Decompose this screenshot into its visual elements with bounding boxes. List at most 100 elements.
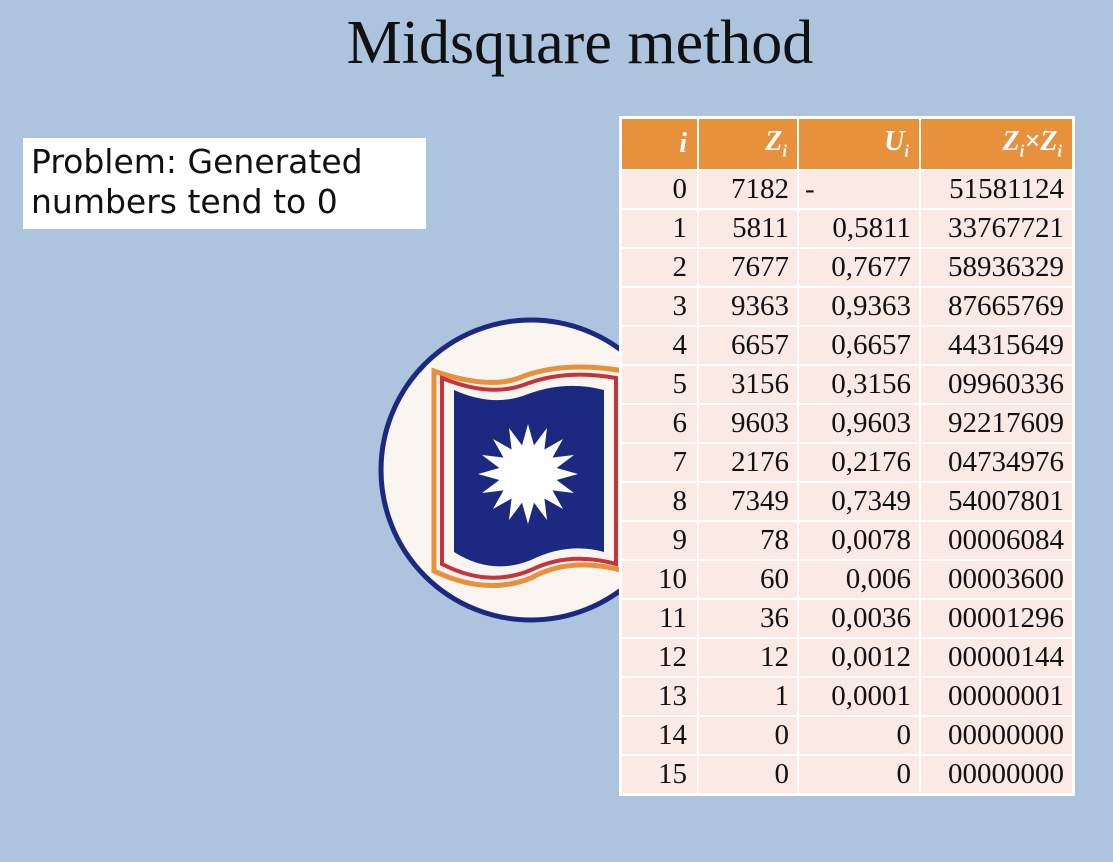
table-row: 13 1 0,0001 00000001 xyxy=(622,676,1072,716)
cell-z-i: 3156 xyxy=(697,364,798,404)
cell-u-i: 0,6657 xyxy=(797,325,920,365)
header-operator: × xyxy=(1024,126,1041,158)
problem-text-box: Problem: Generated numbers tend to 0 xyxy=(23,138,426,229)
cell-z-squared: 33767721 xyxy=(919,208,1072,248)
header-subscript: i xyxy=(782,141,787,161)
header-symbol: Z xyxy=(1040,126,1058,158)
cell-i: 6 xyxy=(622,403,698,443)
table-row: 12 12 0,0012 00000144 xyxy=(622,637,1072,677)
cell-u-i: - xyxy=(797,169,920,209)
midsquare-data-table: i Zi Ui Zi×Zi 0 7182-51581124 1 5811 0,5811 3376… xyxy=(622,119,1072,793)
cell-z-i: 2176 xyxy=(697,442,798,482)
cell-z-squared: 00001296 xyxy=(919,598,1072,638)
cell-z-squared: 00000144 xyxy=(919,637,1072,677)
cell-z-squared: 92217609 xyxy=(919,403,1072,443)
header-z-i: Zi xyxy=(697,119,798,170)
cell-z-i: 6657 xyxy=(697,325,798,365)
cell-z-squared: 09960336 xyxy=(919,364,1072,404)
cell-z-i: 9363 xyxy=(697,286,798,326)
cell-z-squared: 87665769 xyxy=(919,286,1072,326)
cell-z-i: 36 xyxy=(697,598,798,638)
table-row: 11 36 0,0036 00001296 xyxy=(622,598,1072,638)
cell-z-squared: 00000000 xyxy=(919,754,1072,793)
table-row: 14 0 0 00000000 xyxy=(622,715,1072,755)
cell-z-i: 0 xyxy=(697,754,798,793)
cell-z-squared: 54007801 xyxy=(919,481,1072,521)
university-logo-icon xyxy=(378,317,684,623)
table-row: 15 0 0 00000000 xyxy=(622,754,1072,793)
table-row: 7 2176 0,2176 04734976 xyxy=(622,442,1072,482)
cell-i: 14 xyxy=(622,715,698,755)
cell-z-i: 7182 xyxy=(697,169,798,209)
table-row: 3 9363 0,9363 87665769 xyxy=(622,286,1072,326)
header-symbol: i xyxy=(679,128,687,159)
table-row: 8 7349 0,7349 54007801 xyxy=(622,481,1072,521)
header-z-i-times-z-i: Zi×Zi xyxy=(919,119,1072,170)
table-row: 4 6657 0,6657 44315649 xyxy=(622,325,1072,365)
cell-z-squared: 51581124 xyxy=(919,169,1072,209)
cell-z-i: 78 xyxy=(697,520,798,560)
table-row: 6 9603 0,9603 92217609 xyxy=(622,403,1072,443)
cell-z-i: 1 xyxy=(697,676,798,716)
cell-u-i: 0,0078 xyxy=(797,520,920,560)
header-symbol: U xyxy=(884,126,905,158)
cell-z-i: 60 xyxy=(697,559,798,599)
cell-i: 5 xyxy=(622,364,698,404)
cell-u-i: 0,006 xyxy=(797,559,920,599)
cell-z-i: 12 xyxy=(697,637,798,677)
cell-u-i: 0,0001 xyxy=(797,676,920,716)
cell-u-i: 0 xyxy=(797,715,920,755)
header-i: i xyxy=(622,119,698,170)
header-subscript: i xyxy=(904,141,909,161)
cell-u-i: 0,2176 xyxy=(797,442,920,482)
cell-i: 9 xyxy=(622,520,698,560)
cell-z-squared: 04734976 xyxy=(919,442,1072,482)
cell-i: 8 xyxy=(622,481,698,521)
cell-u-i: 0,0012 xyxy=(797,637,920,677)
table-row: 0 7182-51581124 xyxy=(622,169,1072,209)
cell-u-i: 0 xyxy=(797,754,920,793)
cell-u-i: 0,9603 xyxy=(797,403,920,443)
header-symbol: Z xyxy=(1002,126,1020,158)
cell-i: 13 xyxy=(622,676,698,716)
cell-i: 0 xyxy=(622,169,698,209)
header-subscript: i xyxy=(1019,141,1025,161)
cell-u-i: 0,0036 xyxy=(797,598,920,638)
cell-z-i: 7677 xyxy=(697,247,798,287)
cell-i: 10 xyxy=(622,559,698,599)
cell-z-i: 7349 xyxy=(697,481,798,521)
cell-u-i: 0,7677 xyxy=(797,247,920,287)
cell-z-i: 9603 xyxy=(697,403,798,443)
cell-i: 4 xyxy=(622,325,698,365)
cell-u-i: 0,3156 xyxy=(797,364,920,404)
table-row: 9 78 0,0078 00006084 xyxy=(622,520,1072,560)
cell-u-i: 0,5811 xyxy=(797,208,920,248)
cell-i: 1 xyxy=(622,208,698,248)
table-row: 1 5811 0,5811 33767721 xyxy=(622,208,1072,248)
header-u-i: Ui xyxy=(797,119,920,170)
midsquare-table: i Zi Ui Zi×Zi 0 7182-51581124 1 5811 0,5811 3376… xyxy=(619,116,1075,796)
slide-title: Midsquare method xyxy=(346,9,814,77)
cell-z-squared: 00000001 xyxy=(919,676,1072,716)
table-header-row: i Zi Ui Zi×Zi xyxy=(622,119,1072,170)
cell-i: 2 xyxy=(622,247,698,287)
cell-z-squared: 00003600 xyxy=(919,559,1072,599)
cell-z-squared: 58936329 xyxy=(919,247,1072,287)
cell-z-squared: 00006084 xyxy=(919,520,1072,560)
cell-u-i: 0,7349 xyxy=(797,481,920,521)
header-symbol: Z xyxy=(765,126,783,158)
cell-i: 12 xyxy=(622,637,698,677)
cell-z-i: 0 xyxy=(697,715,798,755)
table-row: 5 3156 0,3156 09960336 xyxy=(622,364,1072,404)
cell-z-squared: 00000000 xyxy=(919,715,1072,755)
cell-i: 3 xyxy=(622,286,698,326)
header-subscript: i xyxy=(1057,141,1062,161)
cell-i: 11 xyxy=(622,598,698,638)
cell-i: 15 xyxy=(622,754,698,793)
cell-z-squared: 44315649 xyxy=(919,325,1072,365)
cell-i: 7 xyxy=(622,442,698,482)
cell-u-i: 0,9363 xyxy=(797,286,920,326)
table-row: 10 60 0,006 00003600 xyxy=(622,559,1072,599)
cell-z-i: 5811 xyxy=(697,208,798,248)
table-row: 2 7677 0,7677 58936329 xyxy=(622,247,1072,287)
